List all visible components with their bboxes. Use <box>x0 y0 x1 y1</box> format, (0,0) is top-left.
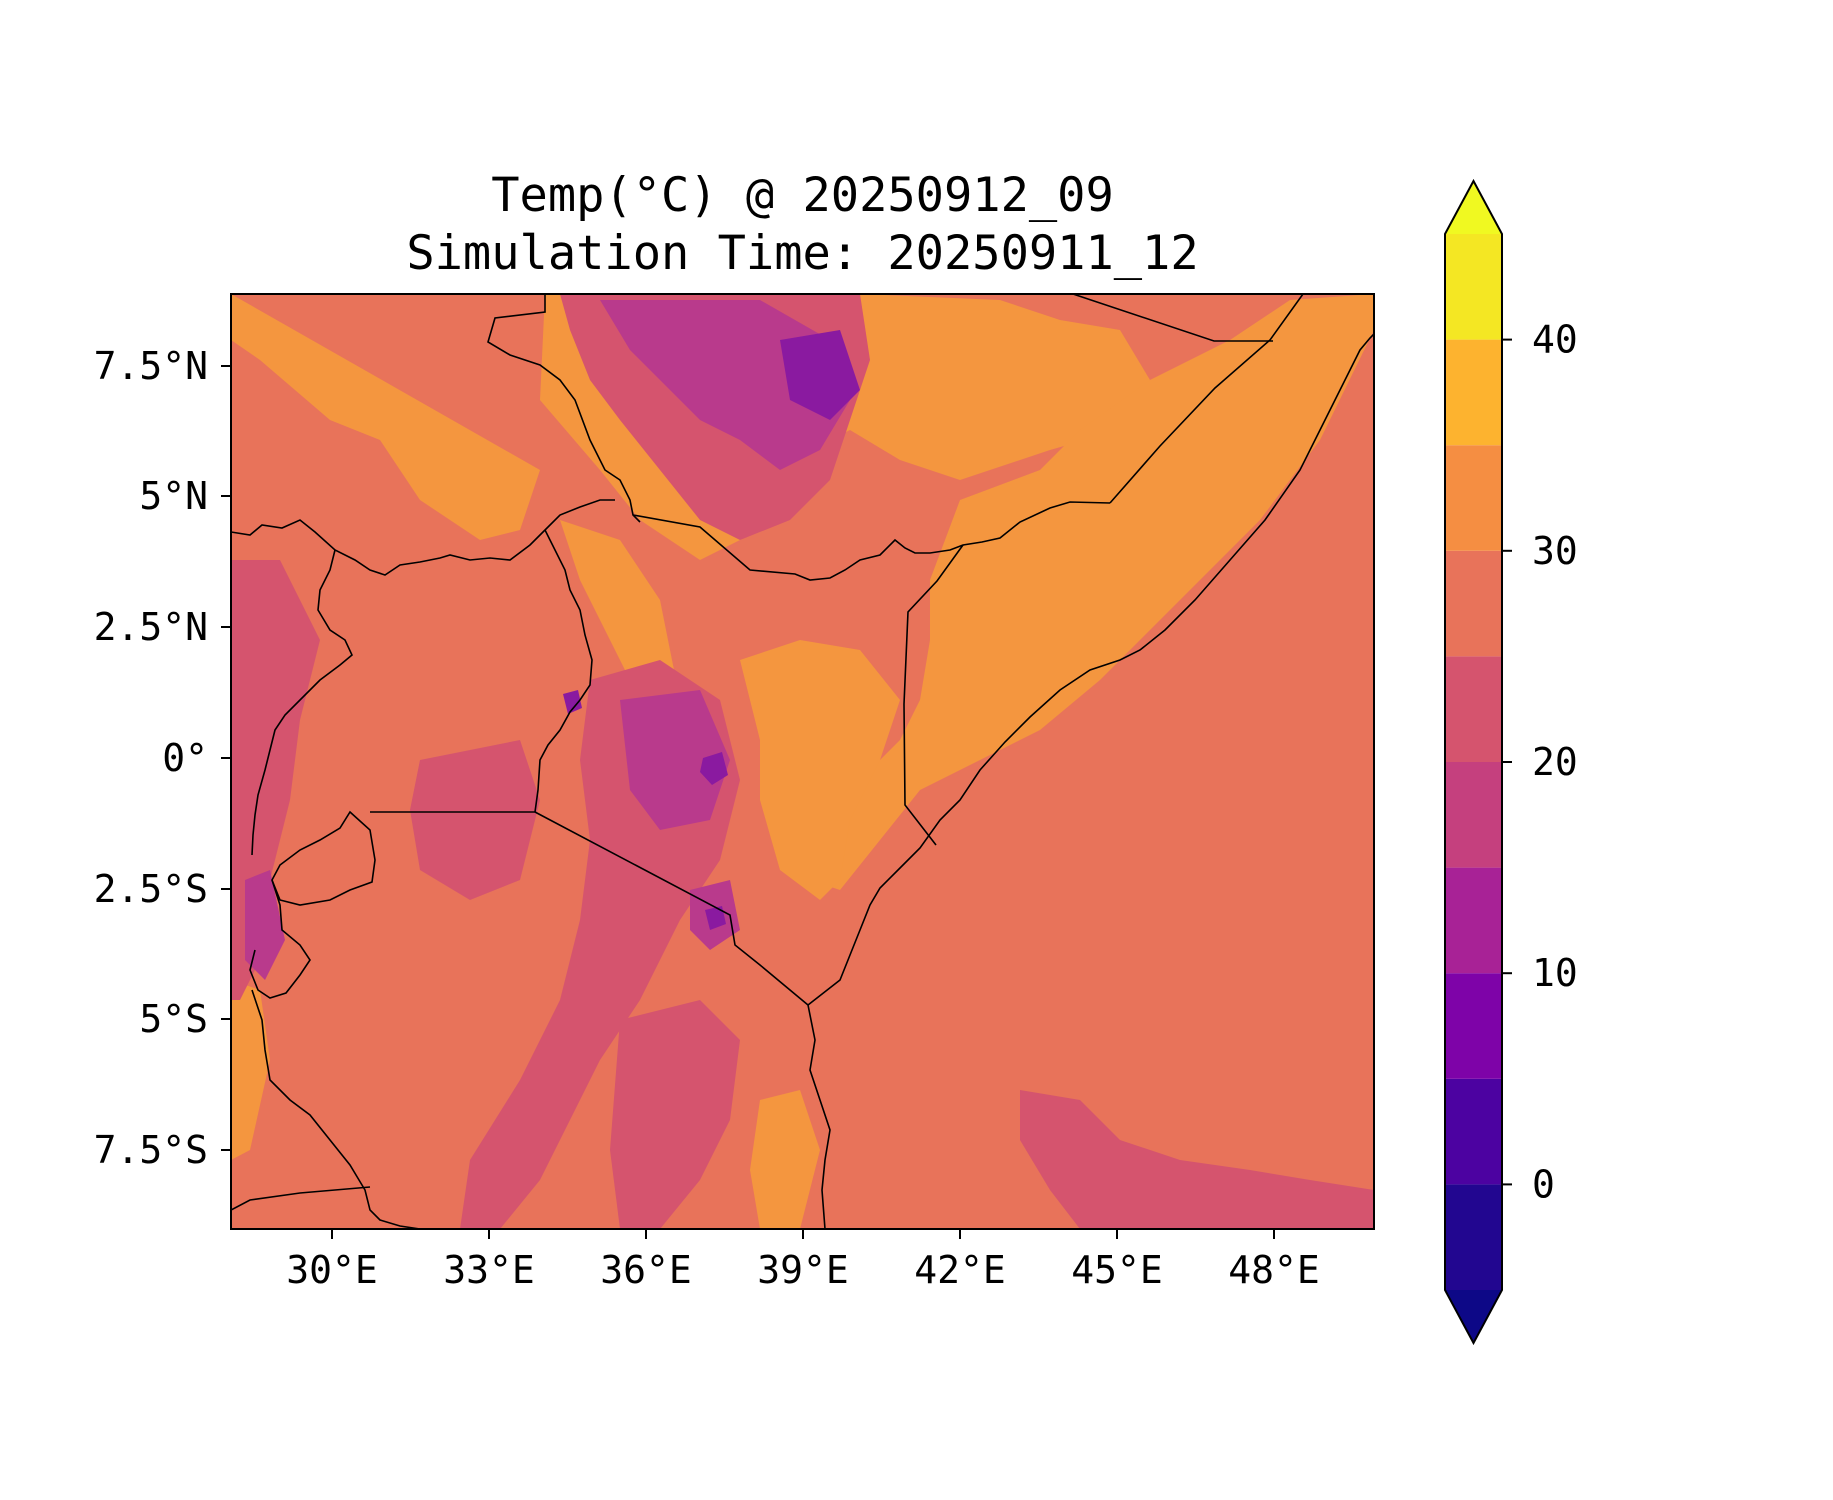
colorbar-segment <box>1445 1184 1502 1290</box>
border-ethiopia-kenya <box>632 501 1111 581</box>
border-lake-tanganyika <box>251 989 421 1229</box>
y-tick-label: 5°S <box>139 997 208 1041</box>
colorbar-segment <box>1445 550 1502 657</box>
cool-region-tanzania-south <box>610 1000 740 1229</box>
border-rwanda-burundi <box>271 810 376 906</box>
colorbar-extend-min <box>1445 1290 1502 1343</box>
border-zambia-tanzania <box>231 1186 371 1211</box>
warm-region-coast-south <box>750 1090 820 1229</box>
coldest-region-elgon <box>563 690 582 714</box>
warm-region-west-south <box>231 980 270 1160</box>
y-axis: 7.5°N 5°N 2.5°N 0° 2.5°S 5°S 7.5°S <box>94 344 231 1172</box>
coastline-east-africa <box>807 333 1374 1229</box>
map-subtitle: Simulation Time: 20250911_12 <box>406 226 1199 281</box>
colorbar-tick-label: 40 <box>1532 318 1578 362</box>
y-tick-label: 2.5°N <box>94 605 208 649</box>
colorbar-segment <box>1445 867 1502 974</box>
colorbar: 0 10 20 30 40 <box>1444 178 1578 1346</box>
coldest-region-mt-kenya <box>700 752 728 785</box>
colorbar-segment <box>1445 656 1502 762</box>
border-south-sudan-ethiopia <box>487 294 641 523</box>
border-kenya-somalia <box>903 544 964 846</box>
colorbar-extend-max <box>1445 181 1502 234</box>
colorbar-tick-label: 20 <box>1532 740 1578 784</box>
temperature-field <box>231 294 1374 1229</box>
colorbar-tick-label: 10 <box>1532 951 1578 995</box>
x-tick-label: 39°E <box>757 1248 849 1292</box>
y-tick-label: 5°N <box>139 474 208 518</box>
x-tick-label: 42°E <box>914 1248 1006 1292</box>
y-tick-label: 0° <box>162 736 208 780</box>
border-south-sudan-uganda <box>231 499 615 576</box>
colorbar-segment <box>1445 339 1502 446</box>
country-borders <box>231 294 1374 1229</box>
x-axis: 30°E 33°E 36°E 39°E 42°E 45°E 48°E <box>286 1229 1320 1292</box>
y-tick-label: 2.5°S <box>94 867 208 911</box>
border-somaliland <box>1072 294 1273 342</box>
y-tick-label: 7.5°S <box>94 1128 208 1172</box>
colorbar-tick-label: 0 <box>1532 1162 1555 1206</box>
x-tick-label: 48°E <box>1228 1248 1320 1292</box>
coldest-region-kili-peak <box>705 906 726 930</box>
border-ethiopia-somalia <box>1109 294 1304 504</box>
cool-region-southeast-ocean <box>1020 1090 1374 1229</box>
x-tick-label: 45°E <box>1071 1248 1163 1292</box>
colorbar-tick-label: 30 <box>1532 529 1578 573</box>
coldest-region-ethiopia-peak <box>780 330 860 420</box>
colorbar-segment <box>1445 762 1502 868</box>
border-uganda-kenya <box>534 529 593 813</box>
cold-region-kenya-highlands <box>620 690 730 830</box>
warm-region-somalia <box>810 294 1374 890</box>
map-title: Temp(°C) @ 20250912_09 <box>491 168 1114 223</box>
colorbar-outline <box>1444 178 1503 1346</box>
border-burundi-tanzania <box>249 879 311 999</box>
colorbar-segment <box>1445 445 1502 551</box>
x-tick-label: 30°E <box>286 1248 378 1292</box>
border-kenya-tanzania <box>534 811 809 1006</box>
colorbar-segment <box>1445 1078 1502 1185</box>
colorbar-segment <box>1445 973 1502 1079</box>
colorbar-segment <box>1445 234 1502 340</box>
warm-region-kenya <box>740 640 900 900</box>
cool-region-lake-victoria <box>410 740 540 900</box>
border-drc-uganda <box>251 549 353 856</box>
x-tick-label: 33°E <box>443 1248 535 1292</box>
x-tick-label: 36°E <box>600 1248 692 1292</box>
y-tick-label: 7.5°N <box>94 344 208 388</box>
